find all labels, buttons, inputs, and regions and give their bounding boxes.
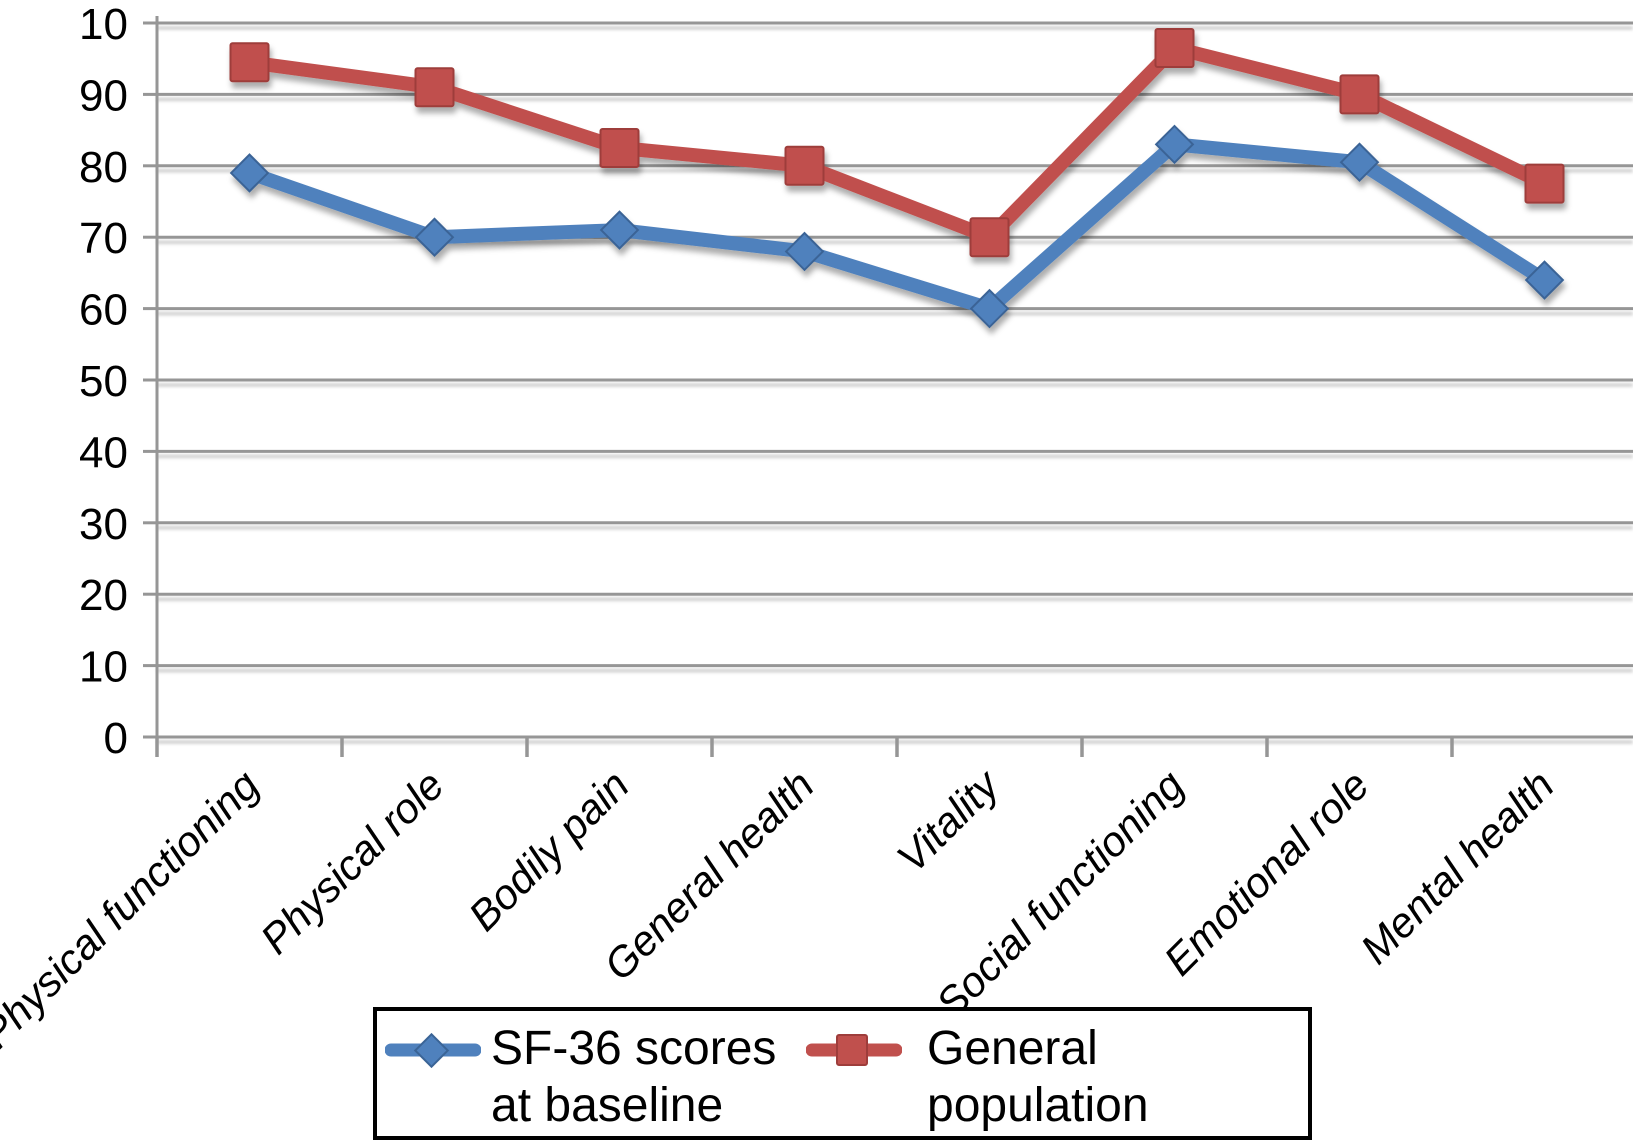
data-point-square-mental-health <box>1524 163 1565 204</box>
series-line <box>242 137 1552 316</box>
data-point-square-bodily-pain <box>599 127 640 168</box>
data-point-square-vitality <box>969 217 1010 258</box>
y-axis-tick-label: 70 <box>79 214 128 263</box>
data-point-diamond-physical-functioning <box>229 153 270 193</box>
series-line <box>242 40 1552 245</box>
legend-label-line2: at baseline <box>491 1079 724 1132</box>
data-point-diamond-physical-role <box>414 217 455 257</box>
legend-label-line2: population <box>927 1079 1149 1132</box>
y-axis-tick-label: 10 <box>79 643 128 692</box>
y-axis-tick-label: 30 <box>79 500 128 549</box>
data-point-square-emotional-role <box>1339 74 1380 115</box>
y-axis-tick-label: 10 <box>79 0 128 49</box>
y-axis-tick-label: 80 <box>79 143 128 192</box>
category-label-physical-role: Physical role <box>251 761 453 963</box>
y-axis-tick-label: 0 <box>104 714 128 763</box>
y-axis-tick-label: 90 <box>79 71 128 120</box>
y-axis-tick-label: 20 <box>79 571 128 620</box>
legend: SF-36 scores at baseline General populat… <box>373 1007 1312 1140</box>
data-point-square-social-functioning <box>1154 27 1195 68</box>
legend-label-line1: General <box>927 1022 1098 1075</box>
series-general-population <box>229 27 1565 258</box>
data-point-diamond-general-health <box>784 231 825 272</box>
legend-swatch-sf36-baseline <box>385 1032 481 1069</box>
legend-label-general-population: General population <box>927 1020 1149 1134</box>
category-label-vitality: Vitality <box>888 759 1010 881</box>
series-sf-36-scores-at-baseline <box>229 124 1565 329</box>
legend-label-sf36-baseline: SF-36 scores at baseline <box>491 1020 776 1134</box>
y-axis-tick-label: 50 <box>79 357 128 406</box>
data-point-diamond-vitality <box>969 288 1010 329</box>
category-label-physical-functioning: Physical functioning <box>0 761 268 1057</box>
legend-swatch-general-population <box>806 1034 902 1066</box>
data-point-diamond-mental-health <box>1524 260 1565 300</box>
legend-diamond-marker <box>413 1032 450 1069</box>
y-axis-tick-label: 40 <box>79 428 128 477</box>
legend-label-line1: SF-36 scores <box>491 1022 777 1075</box>
data-point-square-physical-functioning <box>229 42 270 83</box>
data-point-diamond-social-functioning <box>1154 124 1195 165</box>
y-axis-tick-label: 60 <box>79 286 128 335</box>
legend-square-marker <box>836 1034 868 1066</box>
category-label-bodily-pain: Bodily pain <box>459 761 638 940</box>
gridlines <box>157 21 1633 739</box>
category-label-mental-health: Mental health <box>1351 761 1563 973</box>
data-point-diamond-emotional-role <box>1339 142 1380 183</box>
data-point-square-general-health <box>784 145 825 186</box>
data-point-square-physical-role <box>414 67 455 108</box>
data-point-diamond-bodily-pain <box>599 210 640 250</box>
